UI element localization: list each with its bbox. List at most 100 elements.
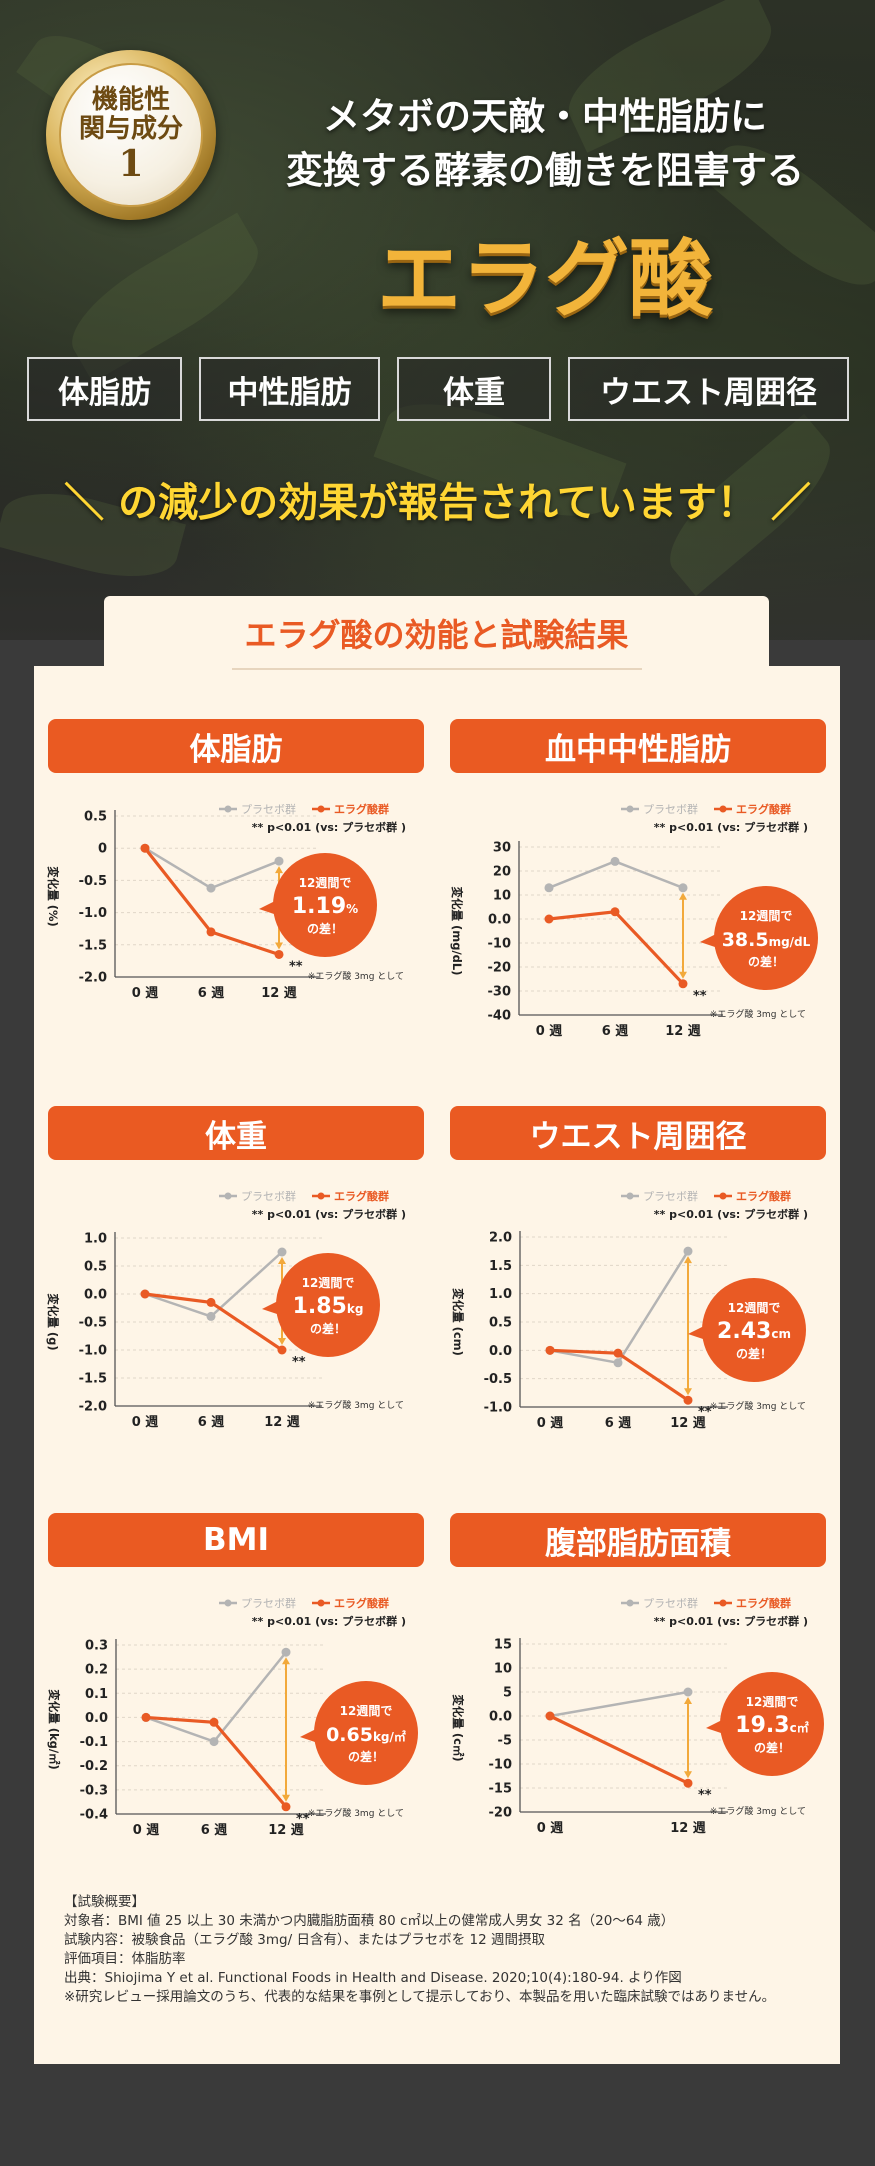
y-tick-label: -20 (489, 1806, 513, 1821)
series-line-ellagic (145, 1715, 288, 1808)
x-tick-label: 6 週 (198, 986, 225, 1001)
arrow-head-top (684, 1697, 692, 1704)
y-axis-label: 変化量 (mg/dL) (450, 887, 464, 976)
badge-value: 1.85kg (293, 1294, 364, 1319)
y-tick-label: -0.5 (484, 1372, 512, 1387)
data-point-placebo (683, 1246, 693, 1256)
x-tick-label: 6 週 (602, 1024, 629, 1039)
y-tick-label: 0.2 (85, 1663, 108, 1678)
legend-placebo: プラセボ群 (241, 1189, 296, 1203)
chart-title-abdominal-fat: 腹部脂肪面積 (450, 1513, 826, 1567)
x-tick-label: 0 週 (133, 1823, 160, 1838)
chart-waist: プラセボ群 エラグ酸群 ** p<0.01 (vs: プラセボ群 ) 2.0 1.5 1.… (451, 1189, 808, 1431)
y-tick-label: -1.0 (79, 1344, 107, 1359)
data-point-placebo (206, 1311, 216, 1321)
y-tick-label: -0.1 (80, 1735, 108, 1750)
x-tick-label: 12 週 (670, 1821, 706, 1836)
y-tick-label: -0.3 (80, 1783, 108, 1798)
difference-badge (314, 1681, 418, 1785)
y-tick-label: 5 (503, 1686, 512, 1701)
arrow-head-top (684, 1256, 692, 1264)
data-point-ellagic (274, 949, 284, 959)
significance-stars: ** (693, 989, 707, 1004)
medal-line-2: 関与成分 (78, 113, 183, 144)
badge-line-3: の差！ (307, 921, 343, 936)
badge-line-3: の差！ (748, 954, 784, 969)
data-point-placebo (610, 856, 620, 866)
data-point-placebo (281, 1647, 291, 1657)
y-tick-label: 0.0 (85, 1711, 108, 1726)
legend-placebo: プラセボ群 (241, 802, 296, 816)
arrow-head-top (275, 866, 283, 874)
badge-line-1: 12週間で (728, 1300, 781, 1315)
data-point-ellagic (140, 1289, 150, 1299)
y-tick-label: 0.5 (84, 810, 107, 825)
y-tick-label: 0.0 (488, 913, 511, 928)
data-point-placebo (209, 1737, 219, 1747)
data-point-ellagic (281, 1802, 291, 1812)
badge-value: 1.19% (292, 894, 358, 919)
legend-placebo: プラセボ群 (643, 802, 698, 816)
y-tick-label: -2.0 (79, 1400, 107, 1415)
significance-stars: ** (292, 1355, 306, 1370)
series-line-placebo (144, 847, 280, 890)
chart-footnote: ※エラグ酸 3mg として (710, 1008, 806, 1020)
difference-badge (714, 886, 818, 990)
legend-ellagic: エラグ酸群 (736, 1596, 791, 1610)
series-line-ellagic (548, 910, 685, 985)
chart-title-bmi: BMI (48, 1513, 424, 1567)
chart-body-fat: プラセボ群 エラグ酸群 ** p<0.01 (vs: プラセボ群 ) 0.5 0 -0.5… (46, 802, 406, 1001)
ingredient-medal: 機能性 関与成分 1 (46, 50, 216, 220)
significance-note: ** p<0.01 (vs: プラセボ群 ) (654, 1207, 808, 1221)
tag-waist: ウエスト周囲径 (568, 357, 849, 421)
x-tick-label: 0 週 (132, 1415, 159, 1430)
arrow-head-bottom (679, 971, 687, 979)
tag-body-weight: 体重 (397, 357, 551, 421)
x-tick-label: 6 週 (198, 1415, 225, 1430)
series-line-ellagic (143, 847, 280, 956)
y-tick-label: -1.5 (79, 1372, 107, 1387)
series-line-placebo (549, 1690, 689, 1718)
badge-value: 2.43cm (717, 1319, 791, 1344)
chart-footnote: ※エラグ酸 3mg として (308, 1399, 404, 1411)
y-tick-label: 20 (493, 865, 511, 880)
y-tick-label: -0.5 (79, 874, 107, 889)
badge-value: 38.5mg/dL (722, 929, 811, 951)
y-tick-label: -0.2 (80, 1759, 108, 1774)
significance-stars: ** (296, 1812, 310, 1827)
legend-placebo: プラセボ群 (643, 1596, 698, 1610)
y-tick-label: 0.1 (85, 1687, 108, 1702)
series-line-ellagic (549, 1348, 689, 1402)
notes-source: 出典：Shiojima Y et al. Functional Foods in… (64, 1970, 682, 1986)
series-line-ellagic (549, 1714, 689, 1785)
badge-line-3: の差！ (348, 1749, 384, 1764)
y-tick-label: 10 (494, 1662, 512, 1677)
badge-value: 19.3c㎡ (735, 1713, 808, 1738)
tag-body-fat: 体脂肪 (27, 357, 182, 421)
chart-neutral-fat: プラセボ群 エラグ酸群 ** p<0.01 (vs: プラセボ群 ) 30 20 10 0.… (450, 802, 818, 1039)
x-tick-label: 0 週 (132, 986, 159, 1001)
headline-line-1: メタボの天敵・中性脂肪に (323, 94, 767, 138)
chart-title-waist: ウエスト周囲径 (450, 1106, 826, 1160)
y-tick-label: -20 (488, 961, 512, 976)
x-tick-label: 12 週 (261, 986, 297, 1001)
y-tick-label: 1.0 (489, 1287, 512, 1302)
significance-stars: ** (698, 1788, 712, 1803)
significance-note: ** p<0.01 (vs: プラセボ群 ) (654, 820, 808, 834)
arrow-head-bottom (275, 942, 283, 950)
series-line-placebo (145, 1651, 287, 1744)
x-tick-label: 12 週 (665, 1024, 701, 1039)
y-tick-label: -10 (488, 937, 512, 952)
notes-disclaimer: ※研究レビュー採用論文のうち、代表的な結果を事例として提示しており、本製品を用い… (64, 1989, 776, 2005)
difference-badge (720, 1672, 824, 1776)
y-tick-label: 15 (494, 1638, 512, 1653)
y-tick-label: -10 (489, 1758, 513, 1773)
badge-line-3: の差！ (310, 1321, 346, 1336)
ingredient-title: エラグ酸 (376, 229, 713, 328)
y-tick-label: 10 (493, 889, 511, 904)
significance-note: ** p<0.01 (vs: プラセボ群 ) (252, 1207, 406, 1221)
y-tick-label: 1.5 (489, 1259, 512, 1274)
legend-ellagic: エラグ酸群 (334, 1596, 389, 1610)
data-point-placebo (683, 1687, 693, 1697)
medal-line-3: 1 (118, 142, 144, 185)
